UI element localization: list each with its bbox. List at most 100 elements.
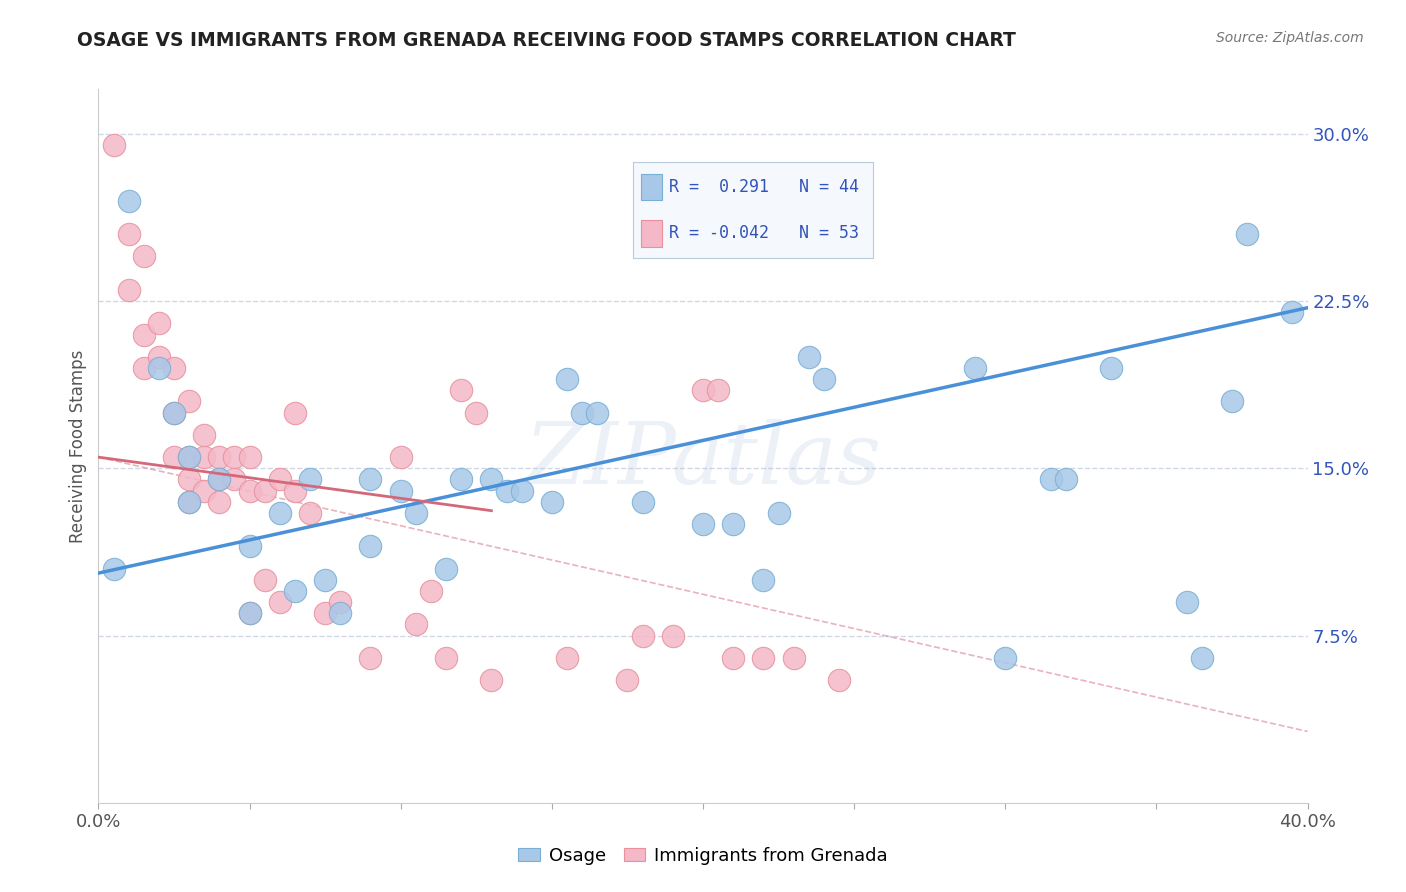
Point xyxy=(631,494,654,508)
Point xyxy=(193,427,215,442)
Point xyxy=(239,539,262,553)
Point xyxy=(208,473,231,487)
Point xyxy=(1054,473,1077,487)
Point xyxy=(692,384,714,398)
Point xyxy=(163,405,186,419)
Point xyxy=(465,405,488,419)
Point xyxy=(631,628,654,642)
Point xyxy=(329,607,352,621)
Point xyxy=(314,573,336,587)
Point xyxy=(179,394,201,409)
Point xyxy=(813,372,835,386)
Point xyxy=(510,483,533,498)
Point xyxy=(224,450,246,464)
Text: ZIPatlas: ZIPatlas xyxy=(524,419,882,501)
Point xyxy=(179,494,201,508)
Point xyxy=(434,562,457,576)
Point xyxy=(586,405,609,419)
Point xyxy=(179,494,201,508)
Point xyxy=(616,673,638,687)
Point xyxy=(481,473,503,487)
Point xyxy=(148,350,170,364)
Point xyxy=(692,516,714,531)
Point xyxy=(360,473,382,487)
Point xyxy=(208,473,231,487)
Point xyxy=(284,405,307,419)
Point xyxy=(284,583,307,598)
Text: R =  0.291   N = 44: R = 0.291 N = 44 xyxy=(669,178,859,196)
Point xyxy=(193,450,215,464)
Point xyxy=(481,673,503,687)
Point xyxy=(707,384,730,398)
Point xyxy=(661,628,683,642)
Point xyxy=(389,450,412,464)
Point xyxy=(163,450,186,464)
Point xyxy=(239,450,262,464)
Legend: Osage, Immigrants from Grenada: Osage, Immigrants from Grenada xyxy=(510,840,896,872)
Point xyxy=(1039,473,1062,487)
Point xyxy=(253,573,276,587)
Point xyxy=(555,651,578,665)
Point xyxy=(1099,360,1122,375)
Point xyxy=(360,651,382,665)
Point xyxy=(434,651,457,665)
Bar xyxy=(641,219,662,246)
Point xyxy=(208,450,231,464)
Point xyxy=(132,327,155,342)
Point xyxy=(253,483,276,498)
Point xyxy=(269,473,291,487)
Point xyxy=(723,651,745,665)
Point xyxy=(179,450,201,464)
Point xyxy=(1175,595,1198,609)
Point xyxy=(269,595,291,609)
Point xyxy=(540,494,562,508)
Point xyxy=(723,516,745,531)
Point xyxy=(239,607,262,621)
Point xyxy=(571,405,593,419)
Point xyxy=(1191,651,1213,665)
Point xyxy=(752,651,775,665)
Point xyxy=(148,360,170,375)
Point xyxy=(495,483,517,498)
Point xyxy=(163,405,186,419)
Point xyxy=(284,483,307,498)
Point xyxy=(783,651,806,665)
Point xyxy=(389,483,412,498)
Point xyxy=(314,607,336,621)
Point xyxy=(299,506,322,520)
Point xyxy=(132,249,155,264)
Point xyxy=(193,483,215,498)
Point xyxy=(132,360,155,375)
Point xyxy=(1220,394,1243,409)
Point xyxy=(797,350,820,364)
Point xyxy=(103,137,125,152)
Point xyxy=(555,372,578,386)
Point xyxy=(828,673,851,687)
Point xyxy=(405,617,427,632)
Point xyxy=(118,227,141,241)
Point xyxy=(768,506,790,520)
Point xyxy=(163,360,186,375)
Point xyxy=(994,651,1017,665)
Point xyxy=(360,539,382,553)
Point xyxy=(752,573,775,587)
Point xyxy=(224,473,246,487)
Point xyxy=(450,473,472,487)
Point xyxy=(269,506,291,520)
Y-axis label: Receiving Food Stamps: Receiving Food Stamps xyxy=(69,350,87,542)
Bar xyxy=(641,174,662,201)
Point xyxy=(208,494,231,508)
Point xyxy=(239,607,262,621)
Point xyxy=(239,483,262,498)
Point xyxy=(299,473,322,487)
Point xyxy=(179,473,201,487)
Text: Source: ZipAtlas.com: Source: ZipAtlas.com xyxy=(1216,31,1364,45)
Point xyxy=(420,583,443,598)
Point xyxy=(103,562,125,576)
Text: OSAGE VS IMMIGRANTS FROM GRENADA RECEIVING FOOD STAMPS CORRELATION CHART: OSAGE VS IMMIGRANTS FROM GRENADA RECEIVI… xyxy=(77,31,1017,50)
Point xyxy=(1236,227,1258,241)
Point xyxy=(179,450,201,464)
Point xyxy=(965,360,987,375)
Point xyxy=(450,384,472,398)
Point xyxy=(118,283,141,297)
